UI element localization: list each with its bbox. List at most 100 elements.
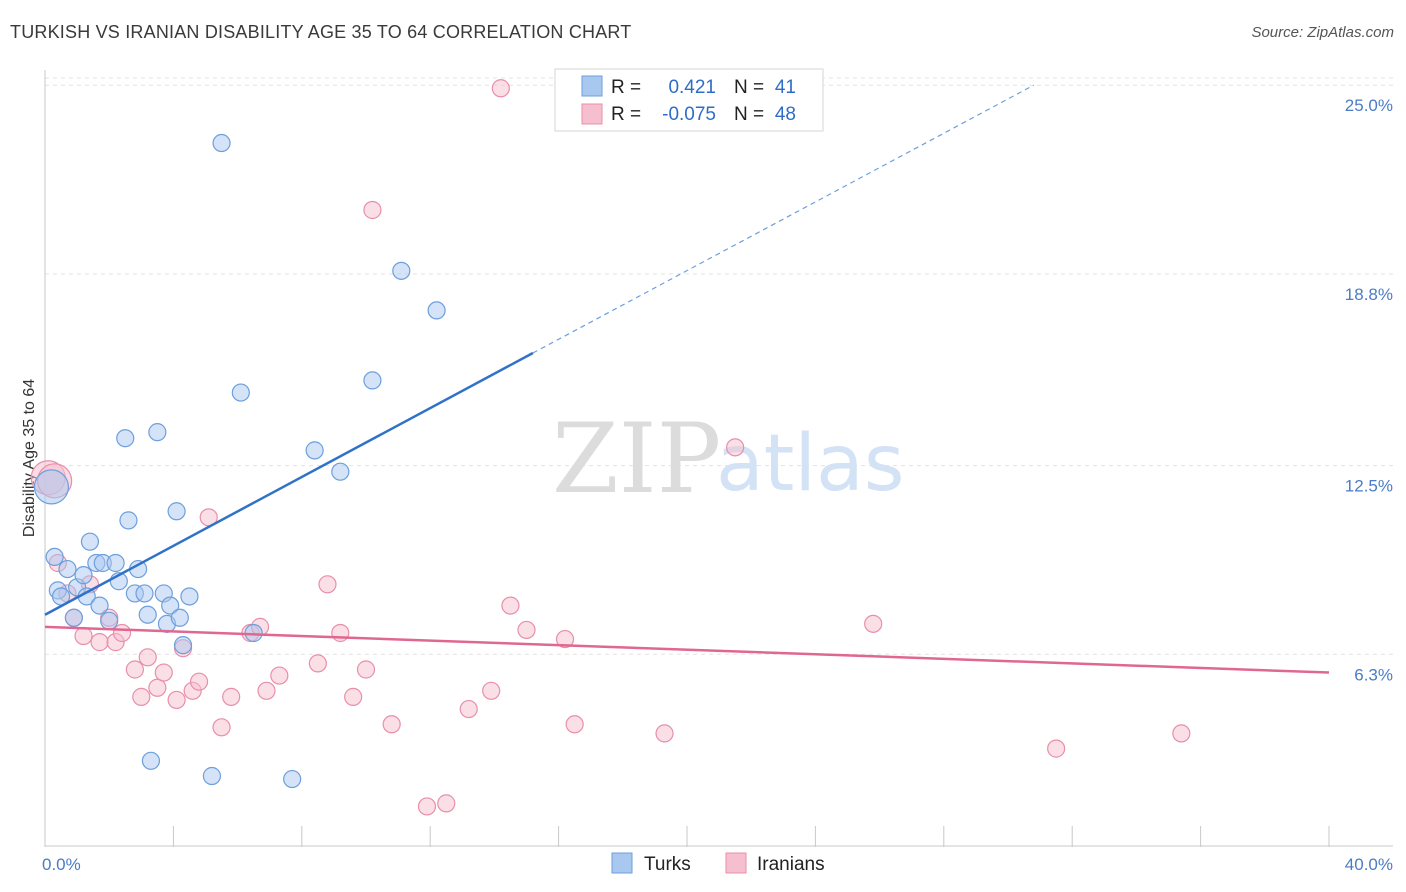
turks-point [80,532,100,551]
y-tick-label: 12.5% [1345,477,1393,496]
iranians-r-value: -0.075 [662,104,716,125]
iranians-r-label: R = [611,104,641,125]
iranians-point [565,715,584,734]
iranians-point [1172,724,1191,743]
iranians-point [437,794,456,813]
iranians-point [517,620,536,640]
turks-point [305,441,324,460]
turks-point [283,769,302,789]
iranians-point [212,718,231,737]
turks-point [135,584,154,603]
turks-point [100,611,119,630]
y-tick-label: 18.8% [1345,285,1393,304]
y-tick-label: 25.0% [1345,96,1393,115]
turks-point [170,608,189,627]
iranians-point [167,690,186,710]
iranians-point [90,633,109,652]
turks-point [148,423,167,442]
watermark: ZIP atlas [552,403,905,515]
iranians-point [459,699,478,719]
iranians-point [344,687,363,706]
watermark-zip: ZIP [552,403,721,515]
iranians-point [417,797,437,816]
iranians-point [331,623,350,643]
iranians-point [270,666,289,685]
iranians-point [356,660,376,679]
trend-lines [44,84,1330,674]
iranians-point [501,596,520,615]
iranians-point [382,715,401,734]
turks-n-label: N = [734,77,764,98]
iranians-series [30,79,1191,816]
chart-source: Source: ZipAtlas.com [1251,24,1394,41]
iranians-point [112,623,132,643]
turks-legend-swatch [581,75,603,97]
iranians-point [189,672,209,691]
iranians-n-label: N = [734,104,764,125]
iranians-point [74,626,93,646]
turks-trend-line [44,351,534,616]
turks-point [90,596,109,615]
stats-legend: R = 0.421 N = 41 R = -0.075 N = 48 [554,68,824,132]
iranians-point [1047,739,1066,758]
iranians-point [257,681,276,700]
iranians-point [308,654,327,673]
turks-point [363,371,382,390]
iranians-legend-swatch [581,103,603,125]
iranians-point [491,79,510,98]
grid-lines [45,77,1393,655]
iranians-point [555,629,575,649]
turks-point [161,596,180,615]
iranians-point [125,660,144,679]
turks-point [45,547,64,567]
turks-point [392,261,411,280]
turks-point [119,511,138,530]
turks-point [231,383,250,402]
turks-trend-extension [532,84,1034,354]
turks-point [74,566,93,585]
turks-point [202,766,222,786]
iranians-point [222,687,241,706]
turks-point [64,608,83,627]
iranians-trend-line [44,625,1330,674]
turks-point [173,636,193,655]
turks-point [138,605,157,624]
turks-r-value: 0.421 [668,77,716,98]
y-tick-label: 6.3% [1354,665,1393,684]
iranians-point [726,438,745,457]
x-tick-label: 40.0% [1345,855,1393,874]
turks-point [167,502,186,521]
turks-point [331,462,350,481]
turks-point [33,469,70,505]
turks-point [116,429,135,448]
x-tick-label: 0.0% [42,855,81,874]
iranians-point [138,648,157,667]
watermark-atlas: atlas [716,419,905,509]
turks-r-label: R = [611,77,641,98]
turks-series [33,133,446,789]
turks-point [427,301,446,320]
iranians-point [864,614,883,633]
turks-bottom-label: Turks [644,854,691,875]
iranians-point [655,724,674,743]
turks-point [141,751,161,770]
iranians-bottom-label: Iranians [757,854,825,875]
turks-point [58,559,77,579]
y-axis-label: Disability Age 35 to 64 [21,379,38,537]
iranians-point [482,681,501,700]
turks-n-value: 41 [775,77,796,98]
turks-point [212,133,231,153]
turks-point [180,587,199,606]
iranians-point [148,678,167,697]
chart-title: TURKISH VS IRANIAN DISABILITY AGE 35 TO … [10,22,632,42]
turks-point [106,553,125,573]
axes: 6.3% 12.5% 18.8% 25.0% 0.0% 40.0% [42,70,1393,874]
iranians-bottom-swatch [725,852,747,874]
iranians-n-value: 48 [775,104,796,125]
iranians-point [363,200,382,220]
series-legend: Turks Iranians [611,852,825,875]
iranians-point [132,687,151,706]
iranians-point [154,663,173,682]
iranians-point [318,575,337,594]
